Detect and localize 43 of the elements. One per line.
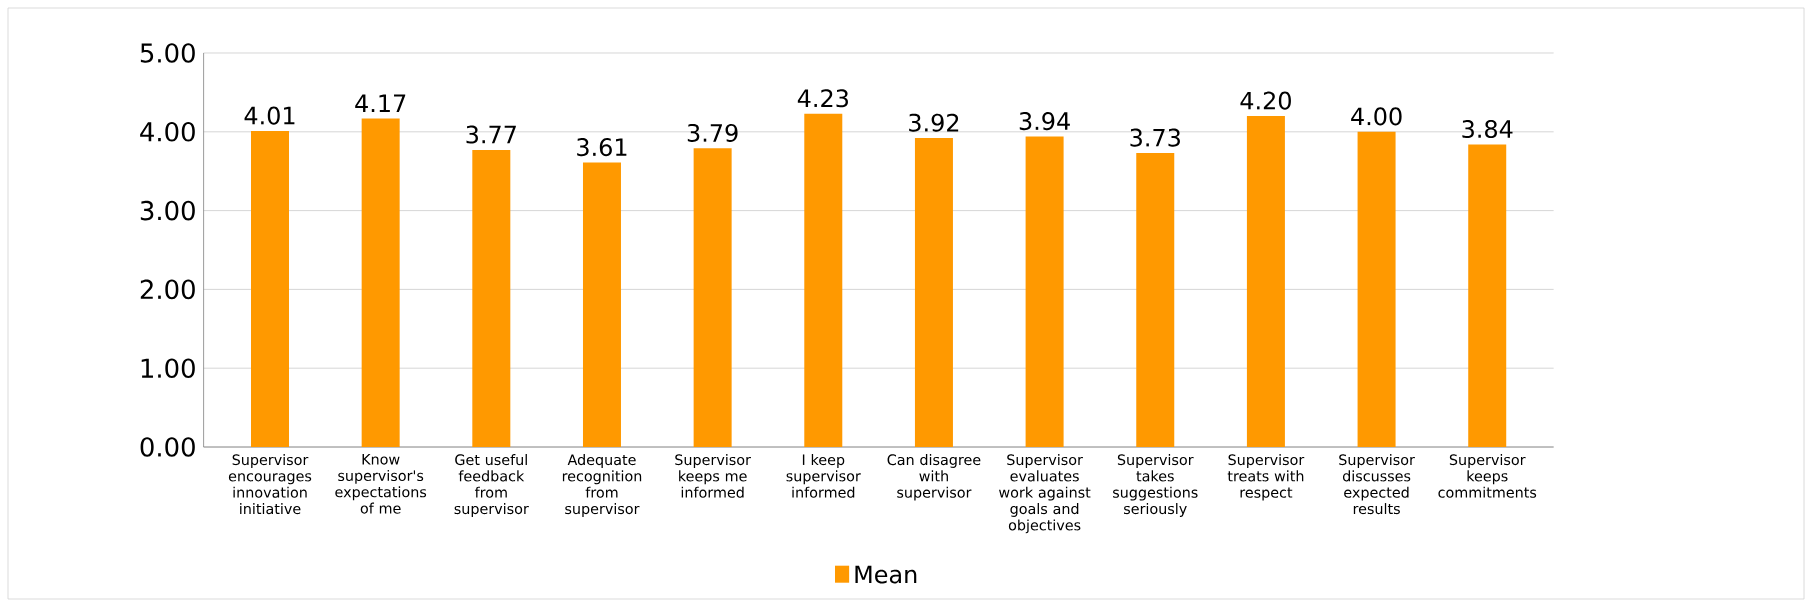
x-tick-label: Supervisor keeps commitments (1438, 454, 1537, 498)
bar (804, 113, 843, 447)
data-label: 3.73 (1130, 128, 1180, 147)
x-tick-label: Can disagree with supervisor (887, 454, 981, 501)
x-tick-label: Supervisor treats with respect (1227, 454, 1305, 501)
y-tick-label: 1.00 (141, 358, 195, 378)
bar (693, 148, 732, 447)
data-label: 3.92 (909, 113, 959, 132)
bar (1136, 153, 1175, 447)
bar (1468, 144, 1507, 447)
data-label: 3.84 (1462, 119, 1513, 139)
x-tick-label: Get useful feedback from supervisor (454, 454, 529, 517)
x-tick-label: Supervisor encourages innovation initiative (228, 454, 312, 515)
data-label: 3.61 (577, 138, 627, 157)
bar (914, 138, 953, 447)
bar (361, 118, 400, 447)
x-tick-label: Know supervisor's expectations of me (335, 454, 427, 514)
bar (1357, 131, 1396, 447)
legend-label: Mean (855, 565, 917, 584)
x-tick-label: Supervisor discusses expected results (1339, 454, 1415, 515)
data-label: 4.17 (355, 94, 406, 113)
x-tick-label: Supervisor keeps me informed (675, 454, 751, 498)
x-tick-label: I keep supervisor informed (786, 454, 861, 498)
data-label: 4.20 (1240, 91, 1291, 110)
data-label: 4.01 (244, 106, 295, 125)
bar (1025, 136, 1064, 447)
x-tick-label: Supervisor takes suggestions seriously (1113, 454, 1198, 517)
bar (582, 162, 621, 447)
x-tick-label: Supervisor evaluates work against goals and objectives (999, 454, 1091, 534)
data-label: 4.23 (797, 89, 848, 108)
y-tick-label: 2.00 (140, 279, 195, 300)
data-label: 3.77 (466, 125, 516, 144)
data-label: 3.94 (1019, 112, 1070, 131)
bar (1246, 116, 1285, 447)
bar (472, 149, 511, 447)
y-tick-label: 3.00 (140, 200, 195, 221)
y-tick-label: 5.00 (140, 43, 195, 63)
y-tick-label: 4.00 (140, 122, 195, 142)
x-tick-label: Adequate recognition from supervisor (562, 454, 642, 517)
bar (251, 131, 289, 447)
data-label: 3.79 (687, 123, 738, 142)
data-label: 4.00 (1351, 107, 1402, 126)
y-tick-label: 0.00 (140, 437, 195, 457)
